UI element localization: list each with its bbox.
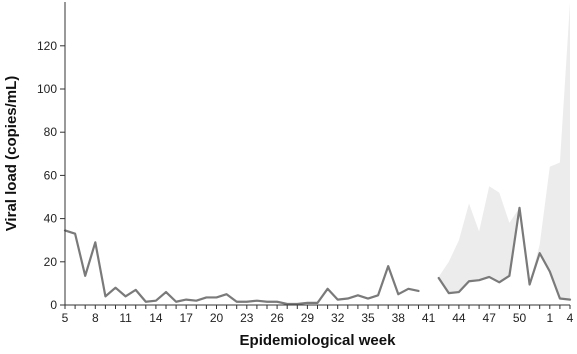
series-lines	[63, 206, 572, 306]
y-axis-ticks: 0 20 40 60 80 100 120	[37, 39, 65, 312]
x-tick-label: 35	[361, 311, 375, 325]
x-tick-label: 23	[240, 311, 254, 325]
x-tick-label: 32	[331, 311, 345, 325]
series-line-segment-2	[437, 206, 572, 301]
x-tick-label: 5	[62, 311, 69, 325]
y-tick-label: 40	[44, 212, 58, 226]
series-line-segment-1	[63, 229, 420, 306]
confidence-band	[438, 2, 570, 300]
x-tick-label: 38	[392, 311, 406, 325]
y-tick-label: 0	[50, 298, 57, 312]
y-tick-label: 20	[44, 255, 58, 269]
y-tick-label: 80	[44, 125, 58, 139]
x-tick-label: 17	[180, 311, 194, 325]
x-tick-label: 29	[301, 311, 315, 325]
x-tick-label: 20	[210, 311, 224, 325]
x-tick-label: 14	[149, 311, 163, 325]
x-tick-label: 1	[546, 311, 553, 325]
x-tick-label: 47	[483, 311, 497, 325]
x-tick-label: 8	[92, 311, 99, 325]
x-tick-label: 26	[270, 311, 284, 325]
x-tick-label: 4	[567, 311, 574, 325]
y-tick-label: 120	[37, 39, 57, 53]
y-tick-label: 60	[44, 168, 58, 182]
x-axis-title: Epidemiological week	[240, 332, 397, 349]
band-area	[438, 2, 570, 300]
x-tick-label: 41	[422, 311, 436, 325]
x-tick-label: 50	[513, 311, 527, 325]
x-tick-label: 44	[452, 311, 466, 325]
x-axis-ticks: 5 8 11 14 17 20 23 26 29 32 35 38 41 44 47 50 1 4	[62, 305, 574, 325]
y-axis-title: Viral load (copies/mL)	[3, 76, 20, 232]
y-tick-label: 100	[37, 82, 57, 96]
x-tick-label: 11	[119, 311, 132, 325]
